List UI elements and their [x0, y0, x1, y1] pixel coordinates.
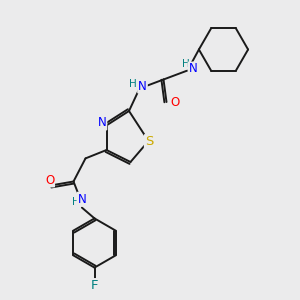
Text: S: S	[145, 135, 153, 148]
Text: N: N	[77, 193, 86, 206]
Text: N: N	[138, 80, 147, 93]
Text: O: O	[45, 173, 54, 187]
Text: H: H	[72, 197, 80, 207]
Text: F: F	[91, 279, 98, 292]
Text: O: O	[170, 95, 179, 109]
Text: N: N	[188, 62, 197, 76]
Text: H: H	[182, 59, 190, 69]
Text: H: H	[129, 79, 137, 89]
Text: N: N	[98, 116, 106, 130]
